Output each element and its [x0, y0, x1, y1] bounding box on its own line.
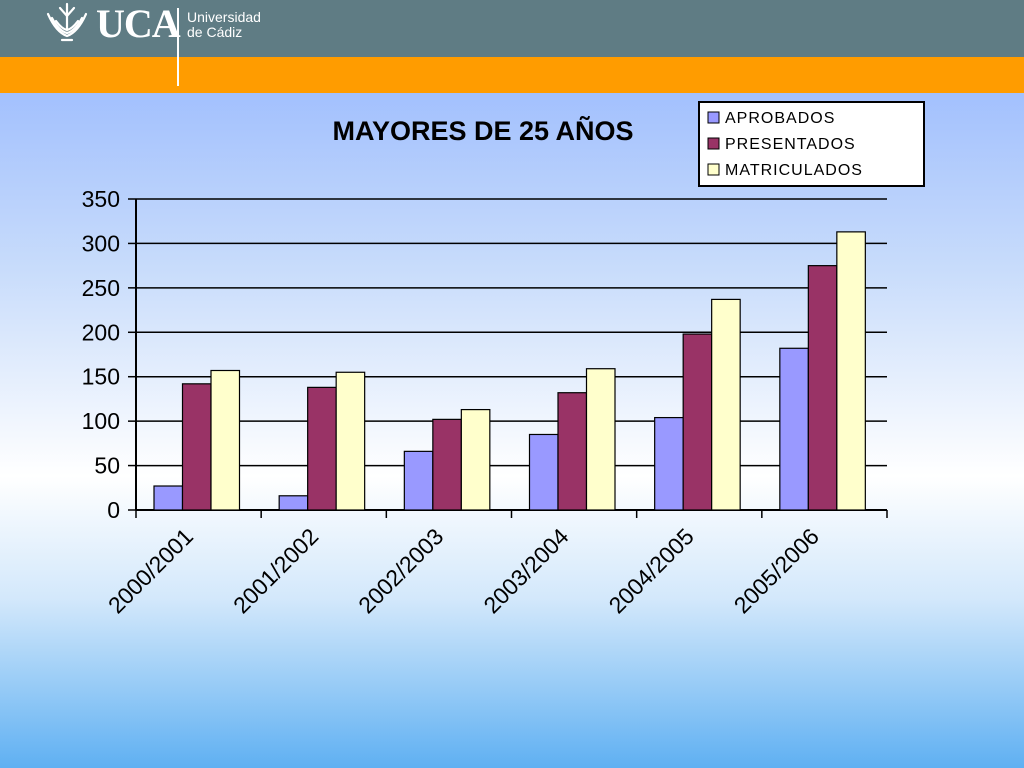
y-tick-label: 0	[107, 497, 120, 523]
y-tick-label: 300	[82, 230, 120, 256]
university-name-line1: Universidad	[187, 9, 261, 25]
bar-aprobados	[528, 433, 559, 511]
x-tick-label: 2001/2002	[228, 523, 323, 618]
y-tick-label: 150	[82, 364, 120, 390]
chart-title: MAYORES DE 25 AÑOS	[332, 115, 633, 146]
header-bar	[0, 0, 1024, 57]
bar-aprobados	[403, 450, 434, 511]
bar-aprobados	[654, 416, 684, 511]
x-tick-label: 2002/2003	[353, 523, 448, 618]
legend-swatch	[707, 163, 720, 176]
y-tick-label: 250	[82, 275, 120, 301]
bar-matriculados	[210, 369, 241, 511]
x-tick-label: 2004/2005	[604, 523, 699, 618]
bar-matriculados	[836, 231, 866, 511]
y-tick-label: 50	[94, 453, 120, 479]
logo-text: UCA	[96, 1, 181, 46]
x-tick-label: 2000/2001	[103, 523, 198, 618]
bar-aprobados	[278, 495, 309, 511]
legend-label: APROBADOS	[725, 110, 835, 127]
bar-presentados	[682, 333, 713, 511]
university-emblem-icon	[46, 2, 88, 42]
y-tick-label: 200	[82, 319, 120, 345]
bar-presentados	[307, 386, 337, 511]
bar-aprobados	[779, 347, 809, 511]
y-tick-label: 350	[82, 186, 120, 212]
x-tick-label: 2003/2004	[478, 523, 573, 618]
legend-swatch	[707, 111, 720, 124]
bar-matriculados	[711, 298, 741, 511]
bar-matriculados	[460, 408, 491, 511]
bar-matriculados	[335, 371, 366, 511]
bar-matriculados	[585, 368, 616, 511]
legend-box	[698, 101, 925, 187]
bar-presentados	[432, 418, 462, 511]
orange-band	[0, 57, 1024, 93]
bar-presentados	[181, 383, 212, 511]
legend-label: MATRICULADOS	[725, 162, 863, 179]
bar-aprobados	[153, 485, 184, 511]
university-name-line2: de Cádiz	[187, 24, 243, 40]
bar-presentados	[557, 392, 588, 511]
y-tick-label: 100	[82, 408, 120, 434]
bar-presentados	[807, 265, 838, 511]
legend-swatch	[707, 137, 720, 150]
legend-label: PRESENTADOS	[725, 136, 856, 153]
x-tick-label: 2005/2006	[729, 523, 824, 618]
logo-divider	[177, 8, 179, 86]
